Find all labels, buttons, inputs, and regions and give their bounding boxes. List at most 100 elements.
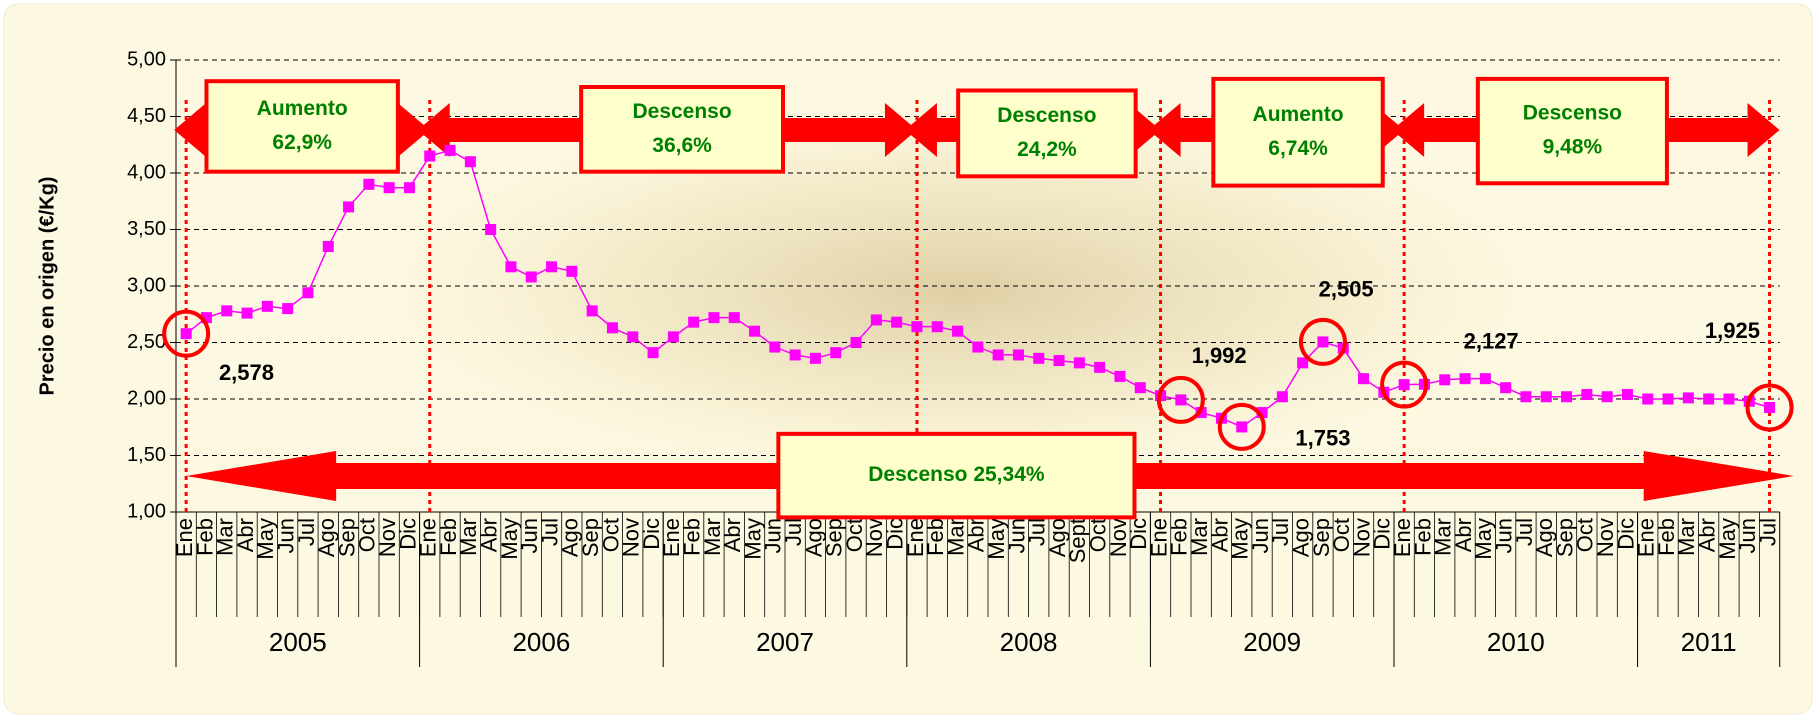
x-tick-label: Oct — [355, 518, 380, 552]
data-point — [931, 321, 943, 333]
annotation-box — [579, 85, 785, 174]
data-point — [728, 312, 740, 324]
x-tick-label: Sep — [334, 518, 359, 557]
highlight-circle — [1380, 360, 1429, 409]
data-point — [566, 265, 578, 277]
data-point — [1094, 361, 1106, 373]
x-tick-label: May — [497, 518, 522, 560]
x-tick-label: Jun — [1735, 518, 1760, 553]
data-point — [546, 261, 558, 273]
highlight-circle — [1217, 402, 1266, 451]
data-point — [1073, 357, 1085, 369]
year-label: 2009 — [1243, 627, 1301, 657]
x-tick-label: Mar — [1674, 518, 1699, 556]
x-tick-label: Mar — [700, 518, 725, 556]
data-point — [870, 314, 882, 326]
annotation-text: Aumento — [1253, 103, 1344, 126]
x-tick-label: Feb — [923, 518, 948, 556]
data-point — [1682, 392, 1694, 404]
x-tick-label: Sep — [1309, 518, 1334, 557]
x-tick-label: Jun — [273, 518, 298, 553]
data-point — [1723, 393, 1735, 405]
data-point — [1479, 373, 1491, 385]
annotation-box — [1475, 76, 1669, 186]
highlight-circle — [162, 309, 211, 358]
data-point — [343, 201, 355, 213]
x-tick-label: Oct — [1085, 518, 1110, 552]
data-point — [221, 305, 233, 317]
data-point — [505, 261, 517, 273]
x-tick-label: Ago — [1532, 518, 1557, 557]
data-point — [424, 150, 436, 162]
x-tick-label: Abr — [1694, 518, 1719, 552]
data-point — [1033, 352, 1045, 364]
data-point — [485, 224, 497, 235]
data-point — [586, 305, 598, 317]
year-label: 2010 — [1487, 627, 1545, 657]
data-point — [1175, 394, 1187, 406]
annotation-text: 9,48% — [1543, 136, 1603, 159]
x-tick-label: Nov — [375, 518, 400, 557]
x-tick-label: Ago — [1288, 518, 1313, 557]
x-tick-label: Jul — [1025, 518, 1050, 546]
data-point — [1053, 355, 1065, 367]
x-tick-label: Nov — [1593, 518, 1618, 557]
data-point — [1621, 388, 1633, 400]
data-point — [1439, 374, 1451, 386]
y-tick-label: 1,50 — [127, 444, 166, 466]
data-point — [952, 325, 964, 337]
data-point — [1358, 373, 1370, 385]
annotation-text: Descenso — [632, 100, 731, 123]
data-point — [1134, 382, 1146, 394]
year-label: 2007 — [756, 627, 814, 657]
x-tick-label: Feb — [679, 518, 704, 556]
y-tick-label: 2,00 — [127, 387, 166, 409]
x-tick-label: Abr — [233, 518, 258, 552]
data-point — [363, 178, 375, 190]
value-label: 1,925 — [1705, 318, 1760, 343]
x-tick-label: Jun — [1248, 518, 1273, 553]
x-tick-label: Oct — [1329, 518, 1354, 552]
x-tick-label: Dic — [639, 518, 664, 550]
x-tick-label: Dic — [1613, 518, 1638, 550]
x-tick-label: May — [1228, 518, 1253, 560]
x-tick-label: May — [1471, 518, 1496, 560]
annotation-text: Descenso — [1523, 102, 1622, 125]
value-label: 2,505 — [1319, 277, 1374, 302]
data-point — [1459, 373, 1471, 385]
annotation-box — [956, 88, 1138, 179]
x-tick-label: Oct — [598, 518, 623, 552]
x-tick-label: Oct — [1573, 518, 1598, 552]
annotation-text: Aumento — [257, 97, 348, 120]
data-point — [1642, 393, 1654, 405]
data-point — [627, 331, 639, 343]
x-tick-label: Dic — [1126, 518, 1151, 550]
annotation-text: Descenso — [997, 104, 1096, 127]
highlight-circle — [1745, 383, 1794, 432]
x-tick-label: Mar — [1187, 518, 1212, 556]
data-point — [1398, 379, 1410, 391]
data-point — [972, 341, 984, 353]
data-point — [708, 312, 720, 324]
x-tick-label: Abr — [1451, 518, 1476, 552]
data-point — [667, 331, 679, 343]
x-tick-label: May — [253, 518, 278, 560]
x-tick-label: Jun — [517, 518, 542, 553]
data-point — [200, 312, 212, 324]
data-point — [322, 240, 334, 252]
x-tick-label: Feb — [1410, 518, 1435, 556]
annotation-text: 36,6% — [652, 134, 712, 157]
x-tick-label: Nov — [1349, 518, 1374, 557]
x-tick-label: Jun — [1004, 518, 1029, 553]
data-point — [1500, 382, 1512, 394]
annotation-text: 6,74% — [1268, 137, 1328, 160]
data-point — [1317, 336, 1329, 348]
year-label: 2006 — [512, 627, 570, 657]
x-tick-label: Nov — [1106, 518, 1131, 557]
data-point — [1540, 391, 1552, 403]
y-tick-label: 2,50 — [127, 331, 166, 353]
x-tick-label: Sep — [1552, 518, 1577, 557]
x-tick-label: Ago — [1045, 518, 1070, 557]
x-tick-label: Jul — [1268, 518, 1293, 546]
data-point — [444, 144, 456, 156]
